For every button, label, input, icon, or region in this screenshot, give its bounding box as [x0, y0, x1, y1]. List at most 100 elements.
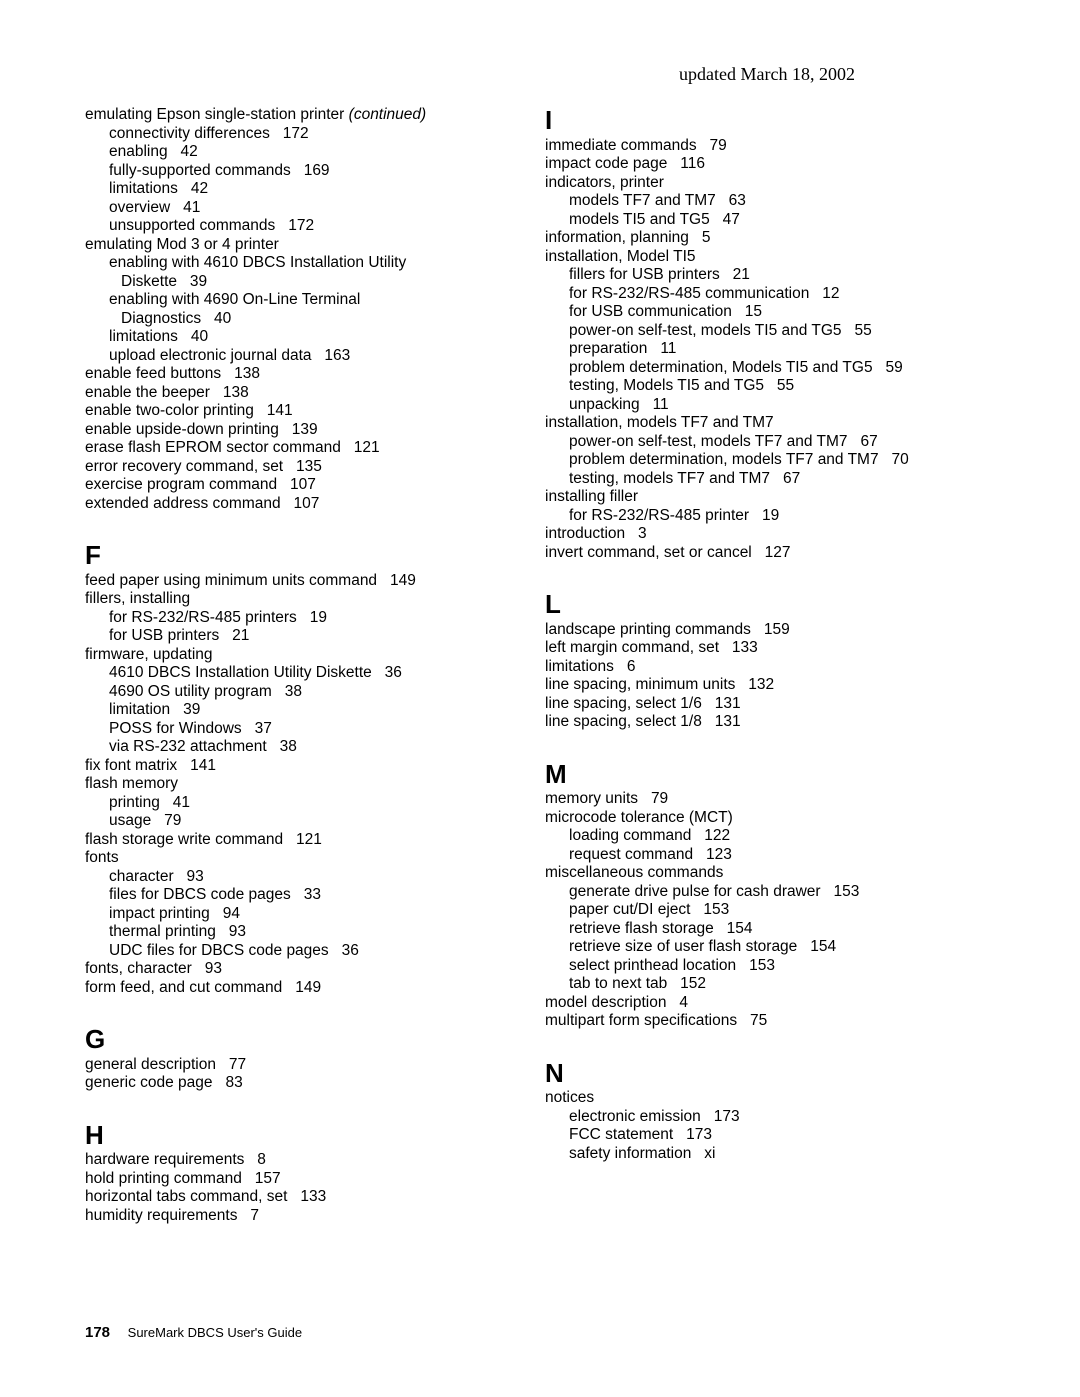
index-entry: invert command, set or cancel 127: [545, 544, 995, 563]
index-entry: fonts: [85, 849, 535, 868]
index-entry: general description 77: [85, 1056, 535, 1075]
index-entry: erase flash EPROM sector command 121: [85, 439, 535, 458]
index-entry: limitations 6: [545, 658, 995, 677]
index-entry: firmware, updating: [85, 646, 535, 665]
index-entry: indicators, printer: [545, 174, 995, 193]
index-entry: installing filler: [545, 488, 995, 507]
index-entry: for USB printers 21: [85, 627, 535, 646]
index-entry: line spacing, select 1/6 131: [545, 695, 995, 714]
index-entry: horizontal tabs command, set 133: [85, 1188, 535, 1207]
index-entry: select printhead location 153: [545, 957, 995, 976]
index-entry: POSS for Windows 37: [85, 720, 535, 739]
index-entry: landscape printing commands 159: [545, 621, 995, 640]
index-entry: models TF7 and TM7 63: [545, 192, 995, 211]
index-letter: G: [85, 1025, 535, 1054]
index-page: updated March 18, 2002 emulating Epson s…: [0, 0, 1080, 1397]
index-entry: miscellaneous commands: [545, 864, 995, 883]
index-entry: enable two-color printing 141: [85, 402, 535, 421]
index-entry: usage 79: [85, 812, 535, 831]
index-entry: unpacking 11: [545, 396, 995, 415]
index-entry: multipart form specifications 75: [545, 1012, 995, 1031]
index-entry: exercise program command 107: [85, 476, 535, 495]
index-entry: models TI5 and TG5 47: [545, 211, 995, 230]
index-entry: form feed, and cut command 149: [85, 979, 535, 998]
index-entry: installation, Model TI5: [545, 248, 995, 267]
index-entry: for RS-232/RS-485 printers 19: [85, 609, 535, 628]
index-entry: tab to next tab 152: [545, 975, 995, 994]
index-entry: power-on self-test, models TF7 and TM7 6…: [545, 433, 995, 452]
index-entry: feed paper using minimum units command 1…: [85, 572, 535, 591]
index-entry: UDC files for DBCS code pages 36: [85, 942, 535, 961]
index-entry: FCC statement 173: [545, 1126, 995, 1145]
index-entry: testing, Models TI5 and TG5 55: [545, 377, 995, 396]
index-entry: flash memory: [85, 775, 535, 794]
index-entry: error recovery command, set 135: [85, 458, 535, 477]
index-entry: immediate commands 79: [545, 137, 995, 156]
index-entry: paper cut/DI eject 153: [545, 901, 995, 920]
index-entry: via RS-232 attachment 38: [85, 738, 535, 757]
index-entry: extended address command 107: [85, 495, 535, 514]
index-entry: enabling with 4610 DBCS Installation Uti…: [85, 254, 535, 273]
index-entry: 4690 OS utility program 38: [85, 683, 535, 702]
index-entry: memory units 79: [545, 790, 995, 809]
index-column-right: Iimmediate commands 79impact code page 1…: [545, 106, 995, 1225]
index-entry: problem determination, models TF7 and TM…: [545, 451, 995, 470]
index-entry: installation, models TF7 and TM7: [545, 414, 995, 433]
index-entry: Diagnostics 40: [85, 310, 535, 329]
index-entry: printing 41: [85, 794, 535, 813]
index-entry: for RS-232/RS-485 printer 19: [545, 507, 995, 526]
index-letter: H: [85, 1121, 535, 1150]
index-entry: 4610 DBCS Installation Utility Diskette …: [85, 664, 535, 683]
index-entry: request command 123: [545, 846, 995, 865]
index-entry: emulating Epson single-station printer (…: [85, 106, 535, 125]
index-entry: upload electronic journal data 163: [85, 347, 535, 366]
index-entry: limitation 39: [85, 701, 535, 720]
index-entry: character 93: [85, 868, 535, 887]
index-entry: flash storage write command 121: [85, 831, 535, 850]
index-entry: testing, models TF7 and TM7 67: [545, 470, 995, 489]
page-number: 178: [85, 1324, 110, 1341]
index-entry: electronic emission 173: [545, 1108, 995, 1127]
index-entry: fillers, installing: [85, 590, 535, 609]
index-entry: safety information xi: [545, 1145, 995, 1164]
index-entry: enable the beeper 138: [85, 384, 535, 403]
index-entry: microcode tolerance (MCT): [545, 809, 995, 828]
index-letter: F: [85, 541, 535, 570]
index-entry: limitations 40: [85, 328, 535, 347]
index-entry: fonts, character 93: [85, 960, 535, 979]
index-entry: left margin command, set 133: [545, 639, 995, 658]
index-entry: fully-supported commands 169: [85, 162, 535, 181]
index-entry: model description 4: [545, 994, 995, 1013]
index-entry: connectivity differences 172: [85, 125, 535, 144]
index-entry: thermal printing 93: [85, 923, 535, 942]
index-entry: impact code page 116: [545, 155, 995, 174]
index-letter: N: [545, 1059, 995, 1088]
index-entry: overview 41: [85, 199, 535, 218]
index-entry: enable feed buttons 138: [85, 365, 535, 384]
index-entry: preparation 11: [545, 340, 995, 359]
page-footer: 178 SureMark DBCS User's Guide: [85, 1324, 302, 1341]
index-entry: notices: [545, 1089, 995, 1108]
index-entry: introduction 3: [545, 525, 995, 544]
index-entry: enable upside-down printing 139: [85, 421, 535, 440]
index-entry: unsupported commands 172: [85, 217, 535, 236]
doc-title: SureMark DBCS User's Guide: [128, 1325, 302, 1340]
index-entry: enabling 42: [85, 143, 535, 162]
index-entry: retrieve flash storage 154: [545, 920, 995, 939]
index-entry: information, planning 5: [545, 229, 995, 248]
index-entry: loading command 122: [545, 827, 995, 846]
index-columns: emulating Epson single-station printer (…: [85, 106, 995, 1225]
index-entry: for USB communication 15: [545, 303, 995, 322]
index-letter: I: [545, 106, 995, 135]
index-letter: M: [545, 760, 995, 789]
index-entry: retrieve size of user flash storage 154: [545, 938, 995, 957]
index-entry: impact printing 94: [85, 905, 535, 924]
index-column-left: emulating Epson single-station printer (…: [85, 106, 545, 1225]
updated-date: updated March 18, 2002: [679, 64, 855, 85]
index-entry: limitations 42: [85, 180, 535, 199]
index-entry: hardware requirements 8: [85, 1151, 535, 1170]
index-entry: generate drive pulse for cash drawer 153: [545, 883, 995, 902]
index-entry: humidity requirements 7: [85, 1207, 535, 1226]
index-entry: generic code page 83: [85, 1074, 535, 1093]
index-entry: fix font matrix 141: [85, 757, 535, 776]
